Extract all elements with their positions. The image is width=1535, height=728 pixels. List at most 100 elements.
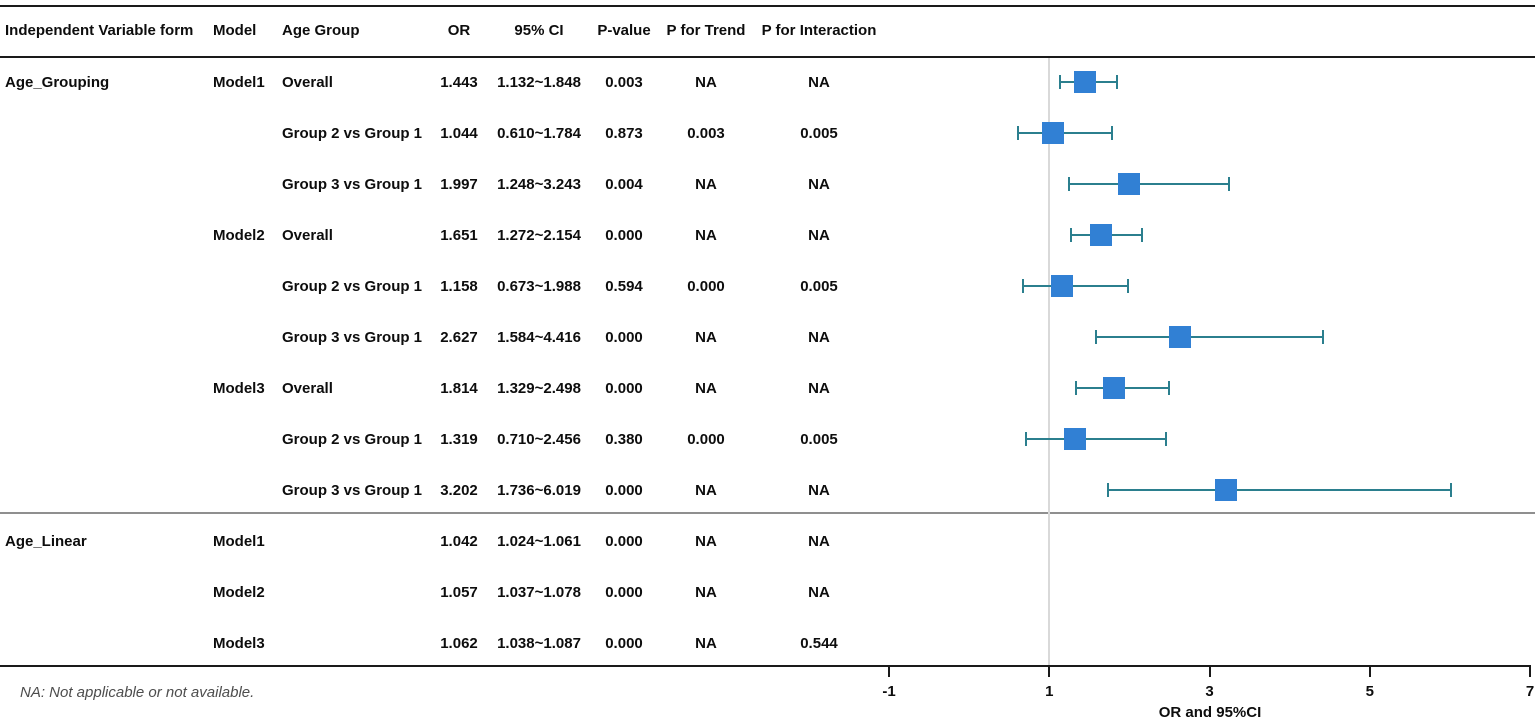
or-box: [1041, 122, 1064, 144]
cell-ci: 1.132~1.848: [497, 73, 581, 91]
cell-ci: 0.710~2.456: [497, 430, 581, 448]
cell-p_trend: NA: [695, 226, 717, 244]
table-row: Group 2 vs Group 1 1.158 0.673~1.988 0.594 0…: [0, 261, 900, 312]
cell-p_interaction: NA: [808, 73, 830, 91]
ci-cap-left: [1017, 126, 1019, 140]
axis-tick: [1529, 665, 1531, 677]
cell-or: 1.319: [440, 430, 478, 448]
column-header-age_group: Age Group: [282, 22, 360, 39]
top-rule: [0, 5, 1535, 7]
or-box: [1073, 71, 1096, 93]
cell-p_interaction: NA: [808, 175, 830, 193]
cell-ci: 1.584~4.416: [497, 328, 581, 346]
cell-age_group: Group 3 vs Group 1: [282, 175, 423, 193]
table-row: Group 3 vs Group 1 2.627 1.584~4.416 0.000 N…: [0, 312, 900, 363]
or-box: [1090, 224, 1113, 246]
or-box: [1214, 479, 1237, 501]
cell-p_interaction: 0.005: [800, 124, 838, 142]
cell-p_interaction: NA: [808, 481, 830, 499]
cell-or: 1.814: [440, 379, 478, 397]
table-row: Age_Linear Model1 1.042 1.024~1.061 0.000 NA N…: [0, 516, 900, 567]
table-row: Age_Grouping Model1 Overall 1.443 1.132~1.84…: [0, 57, 900, 108]
cell-p_trend: 0.003: [687, 124, 725, 142]
cell-p_trend: 0.000: [687, 430, 725, 448]
cell-or: 1.158: [440, 277, 478, 295]
or-box: [1050, 275, 1073, 297]
column-header-p_interaction: P for Interaction: [761, 22, 877, 39]
ci-cap-right: [1168, 381, 1171, 395]
cell-p_trend: NA: [695, 532, 717, 550]
or-box: [1118, 173, 1141, 195]
cell-p_value: 0.594: [605, 277, 643, 295]
cell-ci: 1.248~3.243: [497, 175, 581, 193]
ci-cap-right: [1164, 432, 1167, 446]
cell-age_group: Group 2 vs Group 1: [282, 124, 423, 142]
cell-p_trend: NA: [695, 73, 717, 91]
cell-p_value: 0.000: [605, 226, 643, 244]
cell-p_trend: NA: [695, 634, 717, 652]
ci-whisker: [1026, 438, 1166, 440]
table-row: Model3 Overall 1.814 1.329~2.498 0.000 NA NA: [0, 363, 900, 414]
or-box: [1103, 377, 1126, 399]
ci-whisker: [1018, 132, 1113, 134]
cell-model: Model1: [213, 532, 265, 550]
ci-whisker: [1069, 183, 1229, 185]
cell-ci: 1.329~2.498: [497, 379, 581, 397]
cell-age_group: Group 3 vs Group 1: [282, 481, 423, 499]
axis-line: [0, 665, 1531, 667]
cell-p_value: 0.000: [605, 481, 643, 499]
ci-cap-right: [1450, 483, 1453, 497]
table-row: Group 2 vs Group 1 1.044 0.610~1.784 0.873 0…: [0, 108, 900, 159]
cell-p_trend: NA: [695, 328, 717, 346]
cell-variable: Age_Grouping: [5, 73, 110, 91]
axis-tick: [1048, 665, 1051, 677]
cell-p_trend: NA: [695, 481, 717, 499]
cell-p_interaction: NA: [808, 328, 830, 346]
cell-age_group: Group 2 vs Group 1: [282, 430, 423, 448]
cell-p_interaction: 0.005: [800, 430, 838, 448]
cell-age_group: Overall: [282, 379, 333, 397]
cell-or: 3.202: [440, 481, 478, 499]
column-header-ci: 95% CI: [514, 22, 564, 39]
cell-p_value: 0.000: [605, 634, 643, 652]
cell-ci: 1.272~2.154: [497, 226, 581, 244]
cell-p_value: 0.000: [605, 328, 643, 346]
ci-cap-left: [1068, 177, 1071, 191]
section-rule: [0, 512, 1535, 514]
table-row: Model2 Overall 1.651 1.272~2.154 0.000 NA NA: [0, 210, 900, 261]
cell-ci: 1.038~1.087: [497, 634, 581, 652]
cell-p_value: 0.000: [605, 532, 643, 550]
table-row: Group 3 vs Group 1 1.997 1.248~3.243 0.004 N…: [0, 159, 900, 210]
na-footnote: NA: Not applicable or not available.: [20, 684, 255, 701]
ci-cap-right: [1321, 330, 1324, 344]
axis-tick-label: 7: [1525, 683, 1535, 700]
column-header-p_value: P-value: [597, 22, 651, 39]
cell-p_value: 0.000: [605, 583, 643, 601]
ci-cap-right: [1116, 75, 1119, 89]
cell-ci: 1.024~1.061: [497, 532, 581, 550]
ci-cap-left: [1070, 228, 1073, 242]
ci-cap-right: [1140, 228, 1143, 242]
cell-model: Model2: [213, 583, 265, 601]
column-header-variable: Independent Variable form: [5, 22, 194, 39]
cell-or: 1.057: [440, 583, 478, 601]
cell-p_interaction: 0.005: [800, 277, 838, 295]
cell-or: 1.443: [440, 73, 478, 91]
cell-ci: 0.673~1.988: [497, 277, 581, 295]
reference-line: [1048, 58, 1050, 665]
axis-tick-label: 3: [1205, 683, 1214, 700]
column-header-model: Model: [213, 22, 257, 39]
table-row: Group 2 vs Group 1 1.319 0.710~2.456 0.380 0…: [0, 414, 900, 465]
cell-p_value: 0.003: [605, 73, 643, 91]
cell-p_interaction: NA: [808, 583, 830, 601]
axis-tick-label: -1: [882, 683, 896, 700]
cell-age_group: Overall: [282, 73, 333, 91]
column-header-or: OR: [447, 22, 471, 39]
or-box: [1063, 428, 1086, 450]
ci-cap-left: [1095, 330, 1098, 344]
ci-cap-left: [1058, 75, 1061, 89]
cell-p_value: 0.004: [605, 175, 643, 193]
cell-or: 2.627: [440, 328, 478, 346]
cell-p_trend: 0.000: [687, 277, 725, 295]
